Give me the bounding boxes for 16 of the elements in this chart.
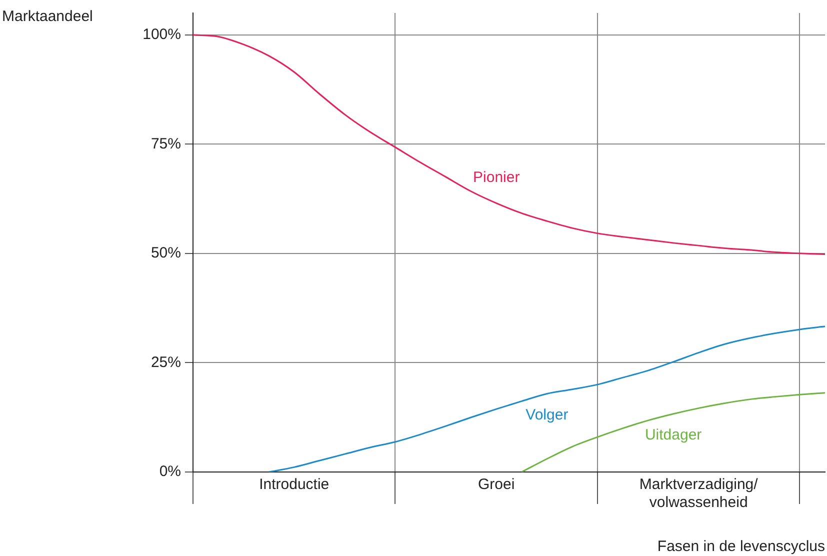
- series-label: Volger: [526, 406, 568, 424]
- series-label: Uitdager: [644, 426, 702, 444]
- x-tick-label: Marktverzadiging/volwassenheid: [639, 476, 759, 512]
- y-tick-label: 100%: [142, 26, 181, 43]
- y-axis-title: Marktaandeel: [2, 8, 93, 25]
- series-label: Pionier: [473, 168, 520, 186]
- line-series: [268, 326, 826, 472]
- y-tick-label: 25%: [150, 354, 181, 371]
- y-tick-label: 50%: [150, 244, 181, 262]
- y-tick-label: 75%: [150, 135, 181, 152]
- line-series: [192, 34, 826, 256]
- y-tick-label: 0%: [159, 463, 181, 480]
- x-tick-label: Groei: [478, 476, 515, 494]
- x-axis-title: Fasen in de levenscyclus: [657, 538, 825, 556]
- x-tick-label: Introductie: [259, 476, 330, 494]
- line-series: [520, 392, 826, 472]
